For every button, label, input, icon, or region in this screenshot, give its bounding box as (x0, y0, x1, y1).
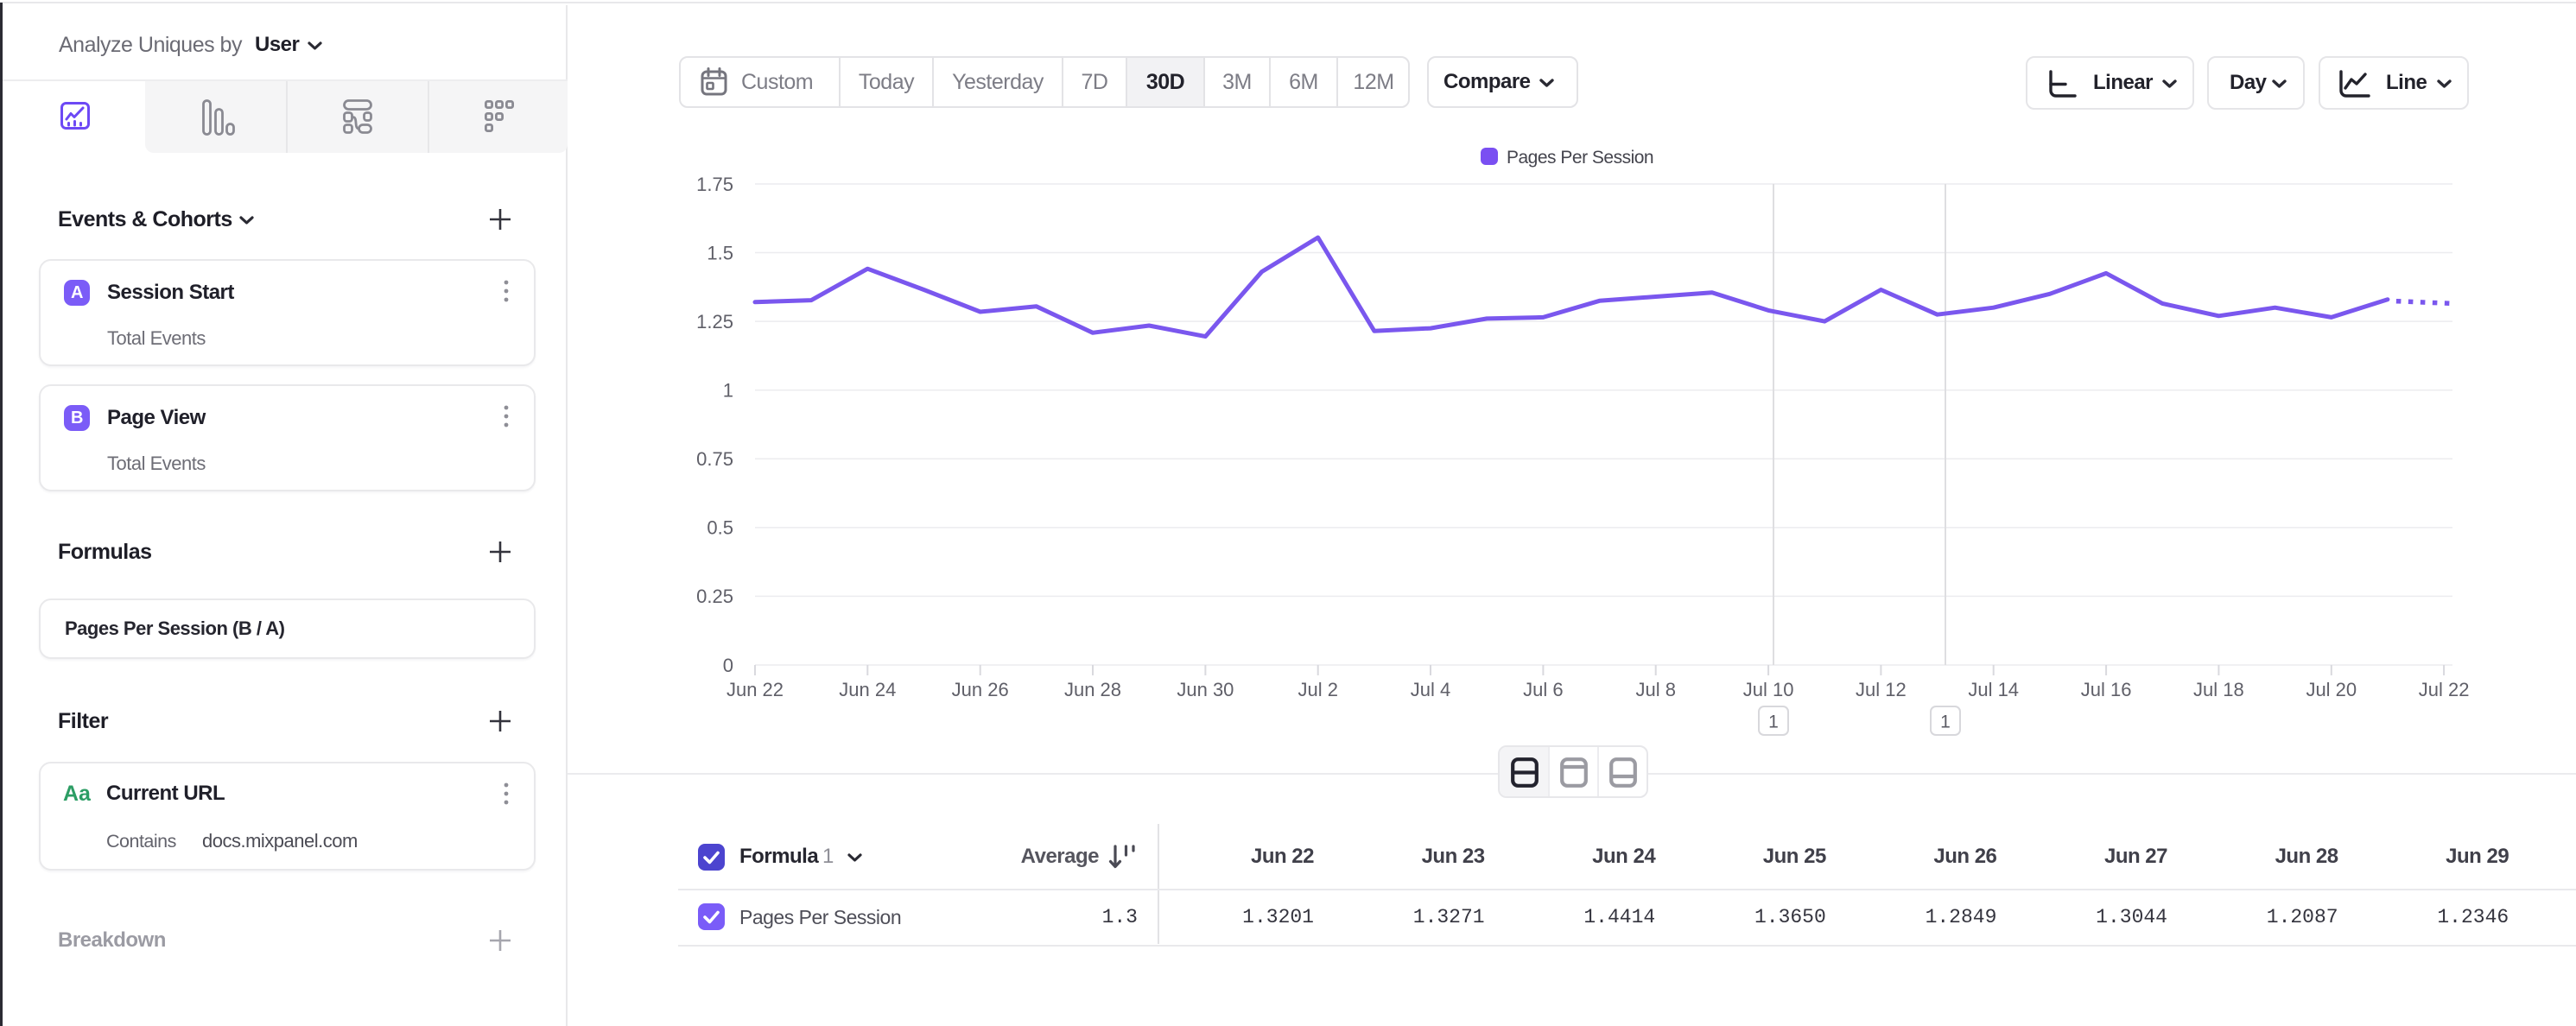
svg-text:1: 1 (1768, 712, 1779, 732)
svg-text:1: 1 (723, 380, 733, 402)
svg-text:1: 1 (1940, 712, 1951, 732)
svg-text:1.25: 1.25 (696, 311, 733, 332)
svg-text:Jul 6: Jul 6 (1523, 679, 1563, 700)
svg-text:0.25: 0.25 (696, 586, 733, 607)
svg-text:0.5: 0.5 (707, 517, 733, 539)
svg-text:Jun 28: Jun 28 (1064, 679, 1121, 700)
svg-text:1.75: 1.75 (696, 174, 733, 195)
svg-text:Jul 8: Jul 8 (1635, 679, 1675, 700)
svg-text:Jul 22: Jul 22 (2419, 679, 2470, 700)
svg-text:Jul 10: Jul 10 (1743, 679, 1794, 700)
svg-text:Jul 14: Jul 14 (1968, 679, 2019, 700)
svg-text:Jun 22: Jun 22 (726, 679, 784, 700)
svg-text:0.75: 0.75 (696, 448, 733, 470)
svg-text:Jun 24: Jun 24 (839, 679, 896, 700)
svg-text:Jun 26: Jun 26 (952, 679, 1009, 700)
svg-text:Jun 30: Jun 30 (1177, 679, 1234, 700)
svg-text:Jul 4: Jul 4 (1411, 679, 1450, 700)
svg-text:Jul 16: Jul 16 (2081, 679, 2132, 700)
svg-text:Jul 12: Jul 12 (1856, 679, 1907, 700)
svg-text:Jul 20: Jul 20 (2306, 679, 2357, 700)
svg-text:1.5: 1.5 (707, 242, 733, 263)
svg-text:0: 0 (723, 655, 733, 676)
svg-text:Jul 18: Jul 18 (2193, 679, 2244, 700)
svg-text:Jul 2: Jul 2 (1298, 679, 1337, 700)
